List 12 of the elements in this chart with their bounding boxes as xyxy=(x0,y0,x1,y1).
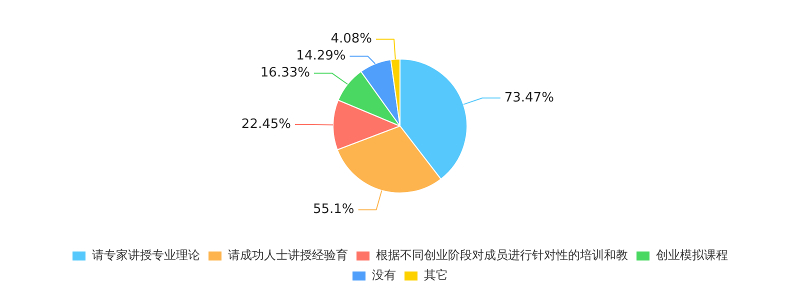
legend-label: 没有 xyxy=(372,268,396,282)
data-label: 73.47% xyxy=(504,90,554,106)
data-label: 4.08% xyxy=(330,32,372,47)
data-label: 16.33% xyxy=(260,66,310,81)
legend-label: 创业模拟课程 xyxy=(656,248,728,262)
data-label: 55.1% xyxy=(312,202,354,218)
legend-label: 请成功人士讲授经验育 xyxy=(228,248,348,262)
data-label: 22.45% xyxy=(241,116,292,132)
legend-label: 请专家讲授专业理论 xyxy=(92,248,200,262)
legend-label: 根据不同创业阶段对成员进行针对性的培训和教 xyxy=(376,248,628,262)
data-label: 14.29% xyxy=(296,48,346,64)
legend-label: 其它 xyxy=(424,268,448,282)
